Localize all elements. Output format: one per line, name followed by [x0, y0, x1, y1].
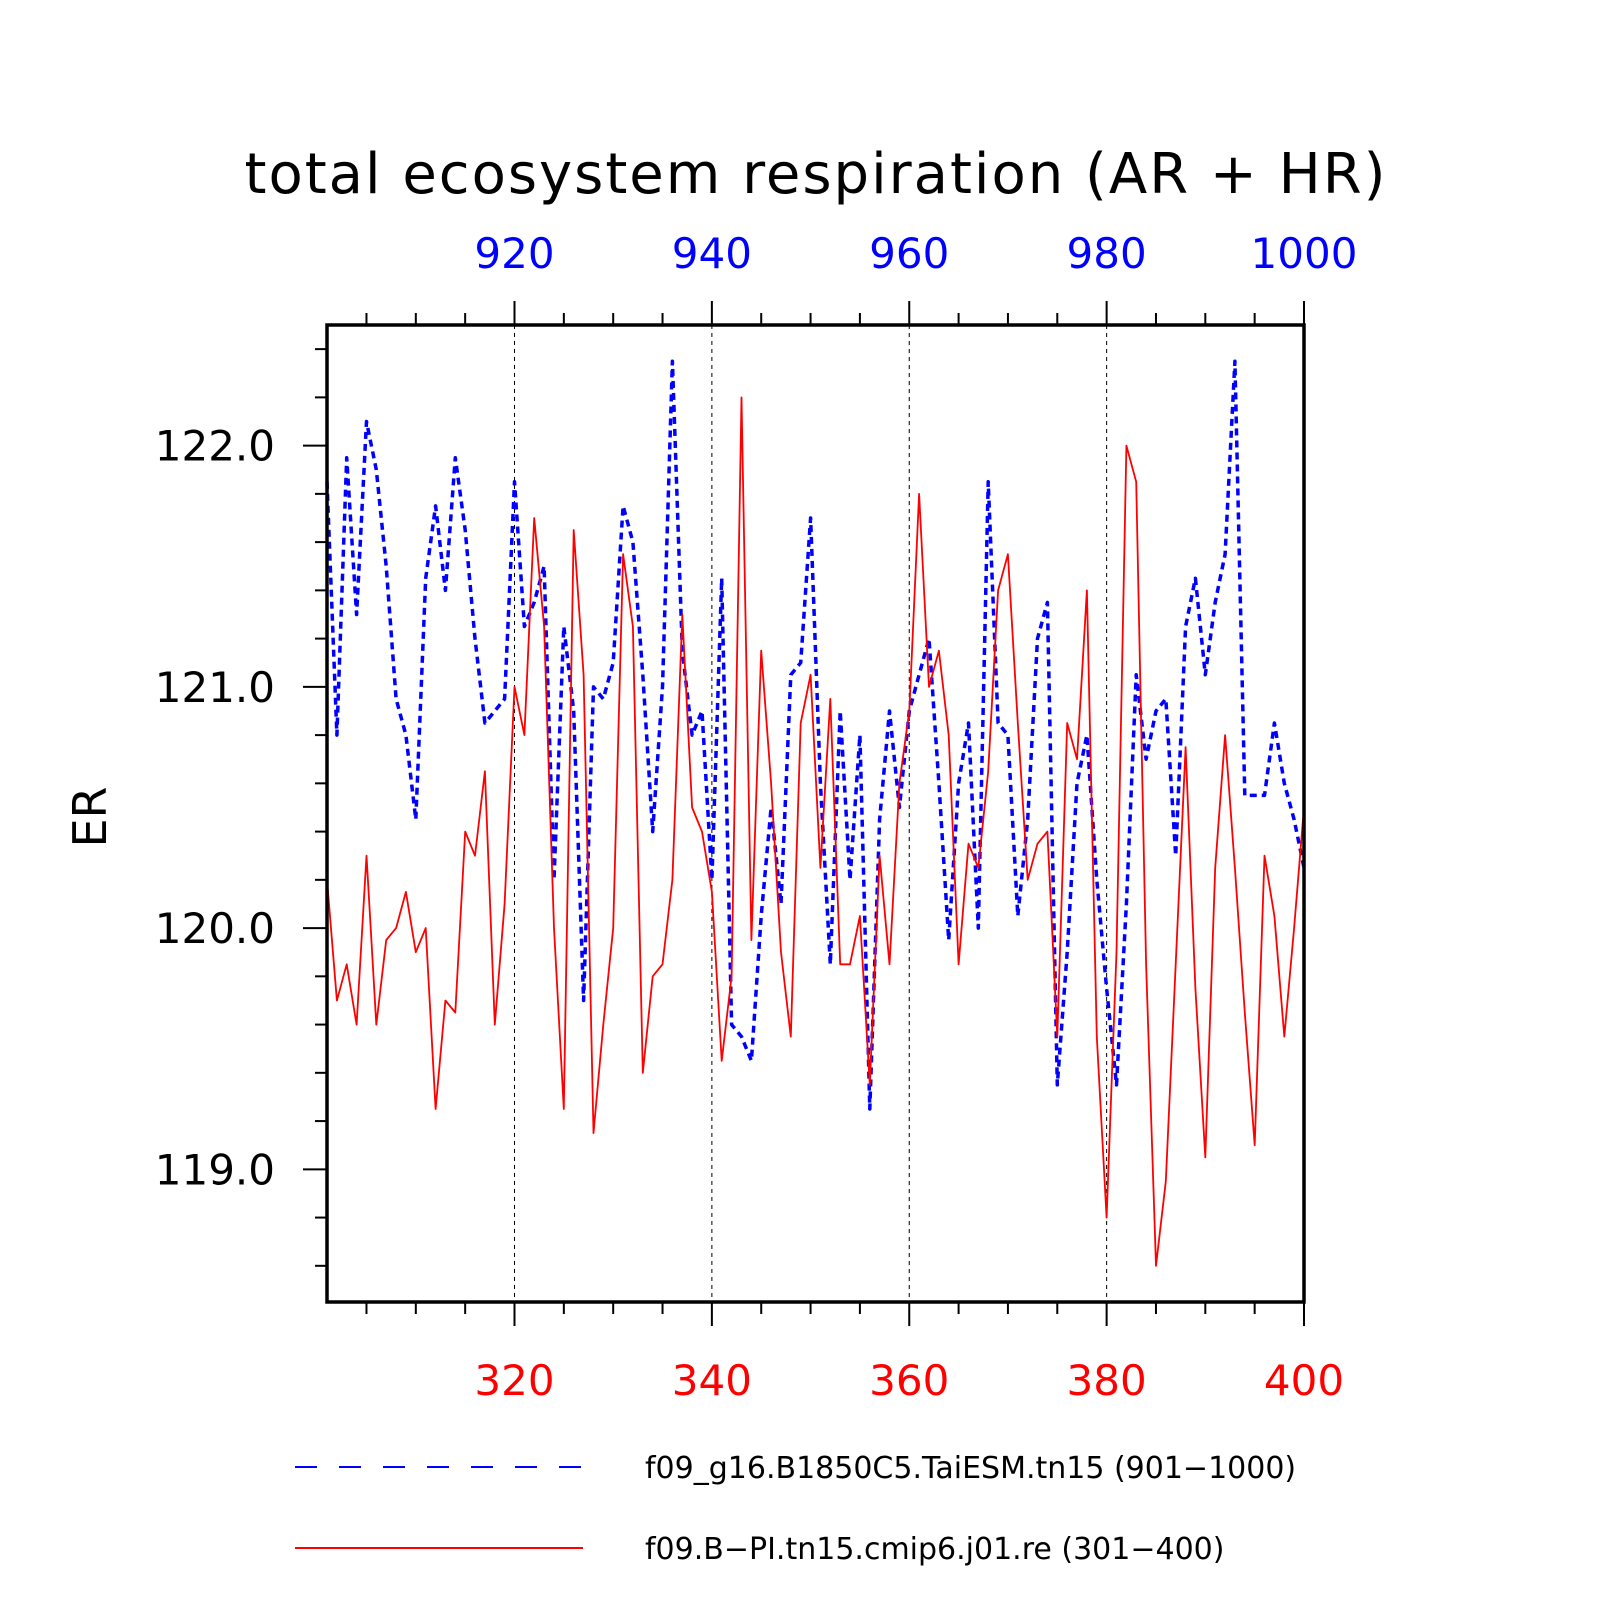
top-tick-label: 1000	[1251, 229, 1358, 278]
bottom-tick-label: 400	[1264, 1356, 1344, 1405]
y-tick-label: 119.0	[155, 1145, 275, 1194]
y-axis-label: ER	[63, 786, 117, 847]
legend: f09_g16.B1850C5.TaiESM.tn15 (901−1000) f…	[295, 1451, 1296, 1567]
bottom-tick-label: 360	[869, 1356, 949, 1405]
top-tick-label: 960	[869, 229, 949, 278]
chart-title: total ecosystem respiration (AR + HR)	[244, 142, 1387, 207]
plot-series	[325, 359, 1306, 1267]
y-tick-label: 120.0	[155, 904, 275, 953]
series-line-blue	[325, 359, 1306, 1111]
top-tick-label: 920	[474, 229, 554, 278]
bottom-tick-label: 380	[1067, 1356, 1147, 1405]
legend-label-red: f09.B−PI.tn15.cmip6.j01.re (301−400)	[645, 1532, 1224, 1567]
top-tick-label: 940	[672, 229, 752, 278]
grid-lines	[514, 325, 1108, 1302]
top-x-axis: 920 940 960 980 1000	[365, 229, 1358, 325]
bottom-tick-label: 320	[474, 1356, 554, 1405]
y-tick-label: 121.0	[155, 663, 275, 712]
bottom-tick-label: 340	[672, 1356, 752, 1405]
legend-label-blue: f09_g16.B1850C5.TaiESM.tn15 (901−1000)	[645, 1451, 1296, 1486]
bottom-x-axis: 320 340 360 380 400	[365, 1302, 1344, 1405]
plot-frame	[325, 323, 1306, 1304]
y-axis: 119.0 120.0 121.0 122.0	[155, 348, 327, 1267]
y-tick-label: 122.0	[155, 422, 275, 471]
top-tick-label: 980	[1067, 229, 1147, 278]
series-line-red	[326, 396, 1305, 1267]
